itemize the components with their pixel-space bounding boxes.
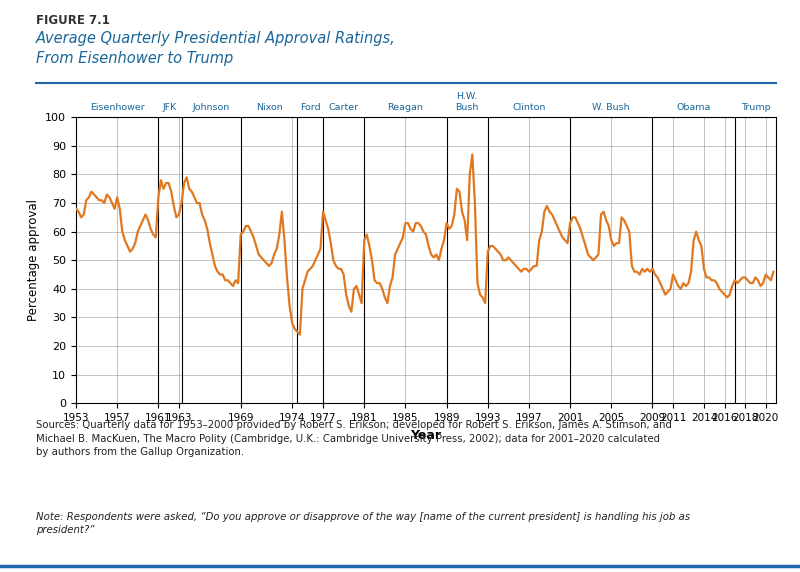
Text: Nixon: Nixon	[256, 102, 282, 112]
Text: Average Quarterly Presidential Approval Ratings,
From Eisenhower to Trump: Average Quarterly Presidential Approval …	[36, 31, 396, 66]
Text: H.W.
Bush: H.W. Bush	[455, 92, 479, 112]
Text: Carter: Carter	[329, 102, 358, 112]
Text: Sources: Quarterly data for 1953–2000 provided by Robert S. Erikson; developed f: Sources: Quarterly data for 1953–2000 pr…	[36, 420, 672, 457]
X-axis label: Year: Year	[410, 428, 442, 442]
Text: Clinton: Clinton	[512, 102, 546, 112]
Y-axis label: Percentage approval: Percentage approval	[26, 199, 40, 321]
Text: Trump: Trump	[741, 102, 770, 112]
Text: Note: Respondents were asked, “Do you approve or disapprove of the way [name of : Note: Respondents were asked, “Do you ap…	[36, 512, 690, 535]
Text: W. Bush: W. Bush	[593, 102, 630, 112]
Text: Johnson: Johnson	[193, 102, 230, 112]
Text: JFK: JFK	[163, 102, 177, 112]
Text: Reagan: Reagan	[387, 102, 423, 112]
Text: FIGURE 7.1: FIGURE 7.1	[36, 14, 110, 27]
Text: Obama: Obama	[677, 102, 711, 112]
Text: Ford: Ford	[300, 102, 321, 112]
Text: Eisenhower: Eisenhower	[90, 102, 145, 112]
